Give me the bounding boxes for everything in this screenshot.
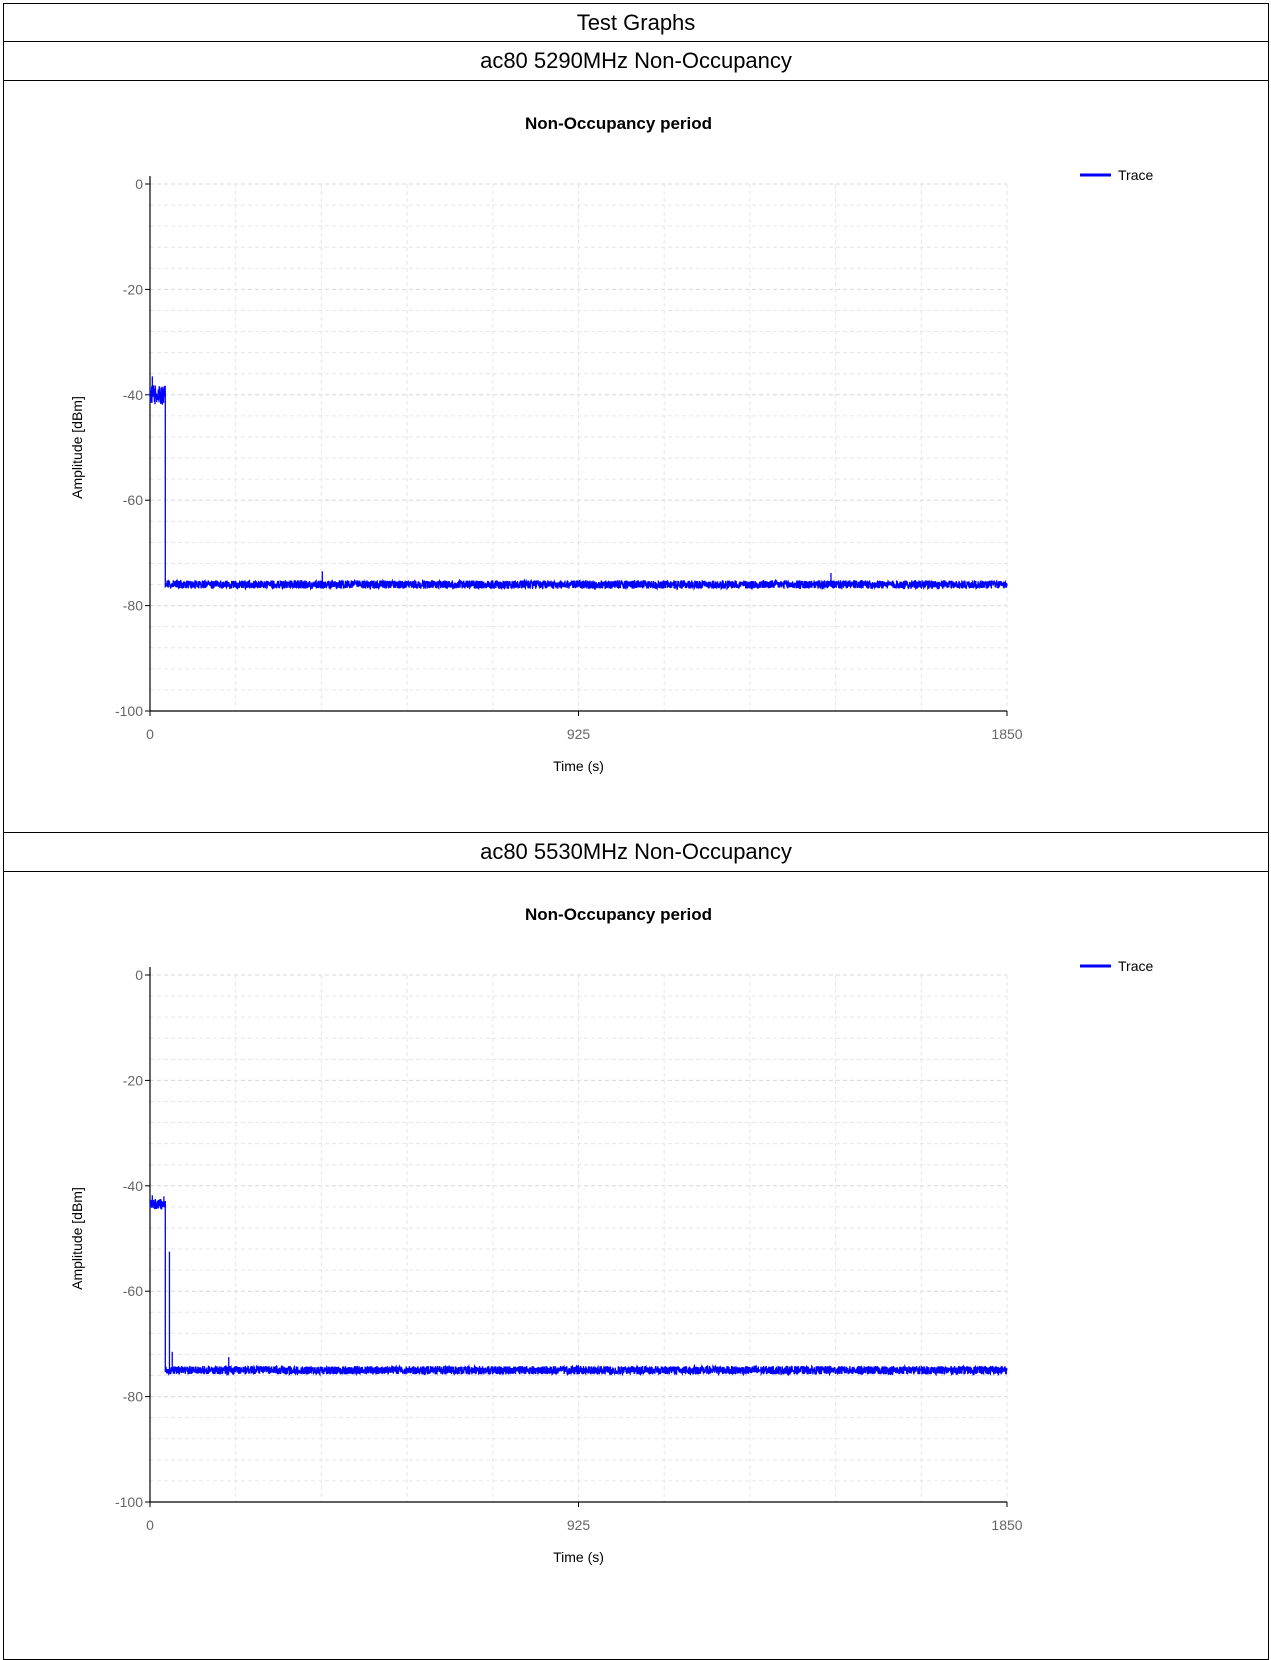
- y-tick-label: -80: [123, 598, 143, 614]
- legend-label: Trace: [1118, 958, 1153, 974]
- chart-title: Non-Occupancy period: [525, 905, 712, 924]
- y-tick-label: -100: [115, 703, 143, 719]
- y-tick-label: -40: [123, 387, 143, 403]
- y-tick-label: 0: [135, 967, 143, 983]
- x-tick-label: 0: [146, 726, 154, 742]
- x-tick-label: 1850: [991, 726, 1022, 742]
- y-tick-label: 0: [135, 176, 143, 192]
- chart-title: Non-Occupancy period: [525, 114, 712, 133]
- section-heading-5290: ac80 5290MHz Non-Occupancy: [4, 42, 1268, 81]
- y-tick-label: -60: [123, 492, 143, 508]
- x-tick-label: 1850: [991, 1517, 1022, 1533]
- x-tick-label: 0: [146, 1517, 154, 1533]
- x-tick-label: 925: [567, 726, 591, 742]
- x-axis-label: Time (s): [553, 758, 604, 774]
- y-tick-label: -60: [123, 1283, 143, 1299]
- y-tick-label: -20: [123, 281, 143, 297]
- x-tick-label: 925: [567, 1517, 591, 1533]
- y-axis-label: Amplitude [dBm]: [69, 1187, 85, 1290]
- y-axis-label: Amplitude [dBm]: [69, 396, 85, 499]
- section-heading-5530: ac80 5530MHz Non-Occupancy: [4, 833, 1268, 872]
- test-graphs-report: Test Graphs ac80 5290MHz Non-Occupancy N…: [3, 3, 1269, 1660]
- series-line-trace: [149, 1198, 1008, 1377]
- y-tick-label: -40: [123, 1178, 143, 1194]
- y-tick-label: -100: [115, 1494, 143, 1510]
- x-axis-label: Time (s): [553, 1549, 604, 1565]
- series-line-trace: [149, 384, 1008, 591]
- chart-cell-5530: Non-Occupancy period 0 -20 -40 -60 -80 -100 0 92…: [4, 872, 1268, 1659]
- y-tick-label: -20: [123, 1072, 143, 1088]
- legend-label: Trace: [1118, 167, 1153, 183]
- chart-cell-5290: Non-Occupancy period 0 -20 -40 -60 -80 -100 0 92…: [4, 81, 1268, 833]
- y-tick-label: -80: [123, 1389, 143, 1405]
- report-title: Test Graphs: [4, 4, 1268, 42]
